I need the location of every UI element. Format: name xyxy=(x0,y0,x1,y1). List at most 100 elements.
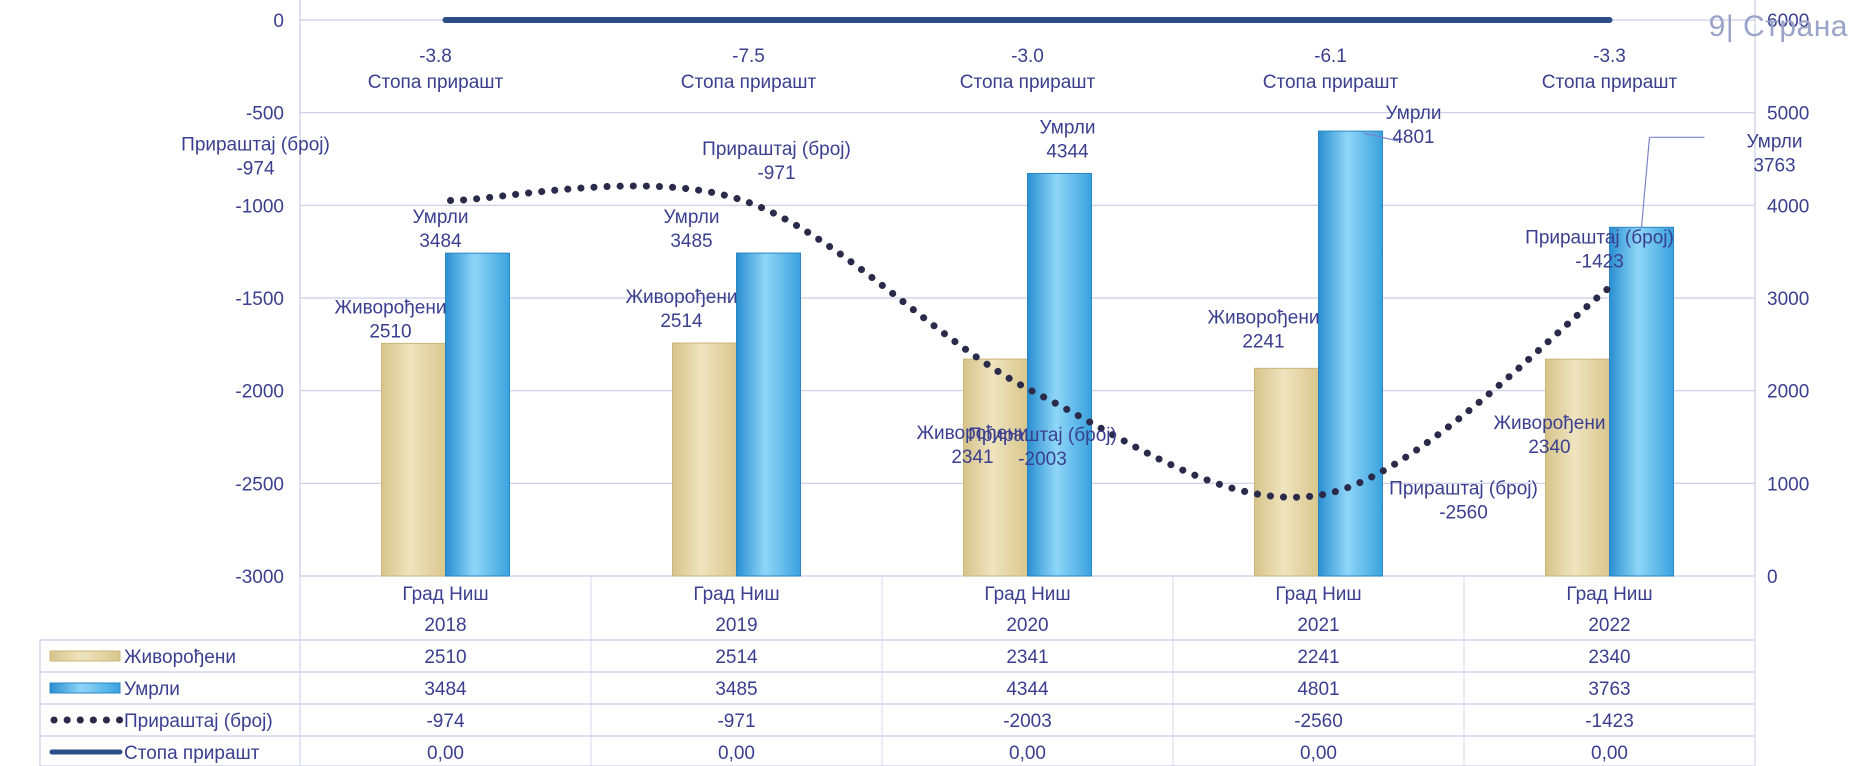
bar-zivorodjeni xyxy=(672,342,737,577)
bar-umrli xyxy=(1027,172,1092,577)
table-cell: 2341 xyxy=(1006,647,1048,668)
label-growth-value: -1423 xyxy=(1575,252,1624,273)
bar-umrli xyxy=(736,252,801,577)
right-tick-label: 3000 xyxy=(1767,289,1809,310)
bar-zivorodjeni xyxy=(1254,367,1319,577)
rate-name-label: Стопа прирашт xyxy=(960,72,1096,93)
label-umrli-name: Умрли xyxy=(1747,131,1803,152)
table-cell: 4801 xyxy=(1297,679,1339,700)
table-cell: -2003 xyxy=(1003,711,1052,732)
table-cell: 0,00 xyxy=(427,743,464,764)
right-tick-label: 5000 xyxy=(1767,104,1809,125)
table-cell: 3484 xyxy=(424,679,467,700)
bar-umrli xyxy=(445,252,510,577)
category-city: Град Ниш xyxy=(984,584,1070,605)
label-umrli-name: Умрли xyxy=(413,207,469,228)
label-umrli-value: 4344 xyxy=(1046,141,1089,162)
bar-umrli xyxy=(1609,226,1674,577)
right-tick-label: 6000 xyxy=(1767,11,1809,32)
table-cell: 2514 xyxy=(715,647,758,668)
legend-series-name: Стопа прирашт xyxy=(124,743,260,764)
table-cell: 0,00 xyxy=(718,743,755,764)
rate-value-label: -3.8 xyxy=(419,46,452,67)
label-umrli-value: 3484 xyxy=(419,231,462,252)
category-city: Град Ниш xyxy=(402,584,488,605)
leader-line xyxy=(1640,137,1651,228)
category-year: 2019 xyxy=(715,615,757,636)
legend-key-bar xyxy=(49,682,121,694)
label-growth-value: -974 xyxy=(236,159,274,180)
rate-value-label: -6.1 xyxy=(1314,46,1347,67)
left-tick-label: -1000 xyxy=(235,196,284,217)
category-year: 2020 xyxy=(1006,615,1048,636)
table-cell: -974 xyxy=(426,711,464,732)
label-zivorodjeni-value: 2514 xyxy=(660,311,703,332)
left-tick-label: -2500 xyxy=(235,474,284,495)
label-growth-name: Прираштај (број) xyxy=(181,135,330,156)
table-cell: 4344 xyxy=(1006,679,1049,700)
growth-line xyxy=(447,182,1618,501)
table-cell: 3485 xyxy=(715,679,757,700)
left-tick-label: -2000 xyxy=(235,382,284,403)
label-umrli-value: 3763 xyxy=(1753,155,1795,176)
category-city: Град Ниш xyxy=(693,584,779,605)
bar-zivorodjeni xyxy=(1545,358,1610,577)
category-year: 2018 xyxy=(424,615,466,636)
bars xyxy=(381,130,1674,577)
label-umrli-name: Умрли xyxy=(1040,117,1096,138)
table-cell: -2560 xyxy=(1294,711,1343,732)
page-number: 9| Страна xyxy=(1708,10,1848,43)
category-city: Град Ниш xyxy=(1566,584,1652,605)
table-cell: -971 xyxy=(717,711,755,732)
category-city: Град Ниш xyxy=(1275,584,1361,605)
label-umrli-name: Умрли xyxy=(664,207,720,228)
rate-value-label: -3.0 xyxy=(1011,46,1044,67)
right-tick-label: 2000 xyxy=(1767,382,1809,403)
left-tick-label: -1500 xyxy=(235,289,284,310)
bar-zivorodjeni xyxy=(381,342,446,577)
table-cell: 0,00 xyxy=(1300,743,1337,764)
table-cell: 2241 xyxy=(1297,647,1339,668)
rate-name-label: Стопа прирашт xyxy=(1542,72,1678,93)
label-zivorodjeni-value: 2241 xyxy=(1242,331,1284,352)
data-labels: -3.8 Стопа прирашт -7.5 Стопа прирашт -3.0 Ст… xyxy=(181,46,1802,523)
legend-series-name: Прираштај (број) xyxy=(124,711,273,732)
bar-umrli xyxy=(1318,130,1383,577)
label-growth-name: Прираштај (број) xyxy=(968,425,1117,446)
leader-line xyxy=(1363,132,1399,142)
rate-name-label: Стопа прирашт xyxy=(368,72,504,93)
label-zivorodjeni-value: 2340 xyxy=(1528,437,1570,458)
label-zivorodjeni-name: Живорођени xyxy=(1208,307,1320,328)
table-cell: 3763 xyxy=(1588,679,1630,700)
label-umrli-value: 3485 xyxy=(670,231,712,252)
label-zivorodjeni-name: Живорођени xyxy=(335,297,447,318)
axes: 0 -500 -1000 -1500 -2000 -2500 -3000 6000 5000 40… xyxy=(235,0,1809,766)
table-cell: 2510 xyxy=(424,647,466,668)
label-growth-value: -2560 xyxy=(1439,502,1488,523)
rate-value-label: -7.5 xyxy=(732,46,765,67)
label-zivorodjeni-name: Живорођени xyxy=(917,423,1029,444)
right-tick-label: 4000 xyxy=(1767,196,1809,217)
right-tick-label: 0 xyxy=(1767,567,1778,588)
rate-value-label: -3.3 xyxy=(1593,46,1626,67)
table-cell: 0,00 xyxy=(1009,743,1046,764)
legend-series-name: Умрли xyxy=(124,679,180,700)
label-umrli-name: Умрли xyxy=(1386,103,1442,124)
lines xyxy=(442,17,1618,501)
left-tick-label: 0 xyxy=(273,11,284,32)
right-tick-label: 1000 xyxy=(1767,474,1809,495)
category-year: 2021 xyxy=(1297,615,1339,636)
label-zivorodjeni-name: Живорођени xyxy=(626,287,738,308)
table-cell: 0,00 xyxy=(1591,743,1628,764)
rate-name-label: Стопа прирашт xyxy=(681,72,817,93)
label-zivorodjeni-name: Живорођени xyxy=(1494,413,1606,434)
left-tick-label: -500 xyxy=(246,104,284,125)
label-growth-value: -971 xyxy=(757,163,795,184)
rate-name-label: Стопа прирашт xyxy=(1263,72,1399,93)
label-growth-name: Прираштај (број) xyxy=(702,139,851,160)
left-tick-label: -3000 xyxy=(235,567,284,588)
legend-series-name: Живорођени xyxy=(124,647,236,668)
label-zivorodjeni-value: 2510 xyxy=(369,321,411,342)
table-cell: -1423 xyxy=(1585,711,1634,732)
